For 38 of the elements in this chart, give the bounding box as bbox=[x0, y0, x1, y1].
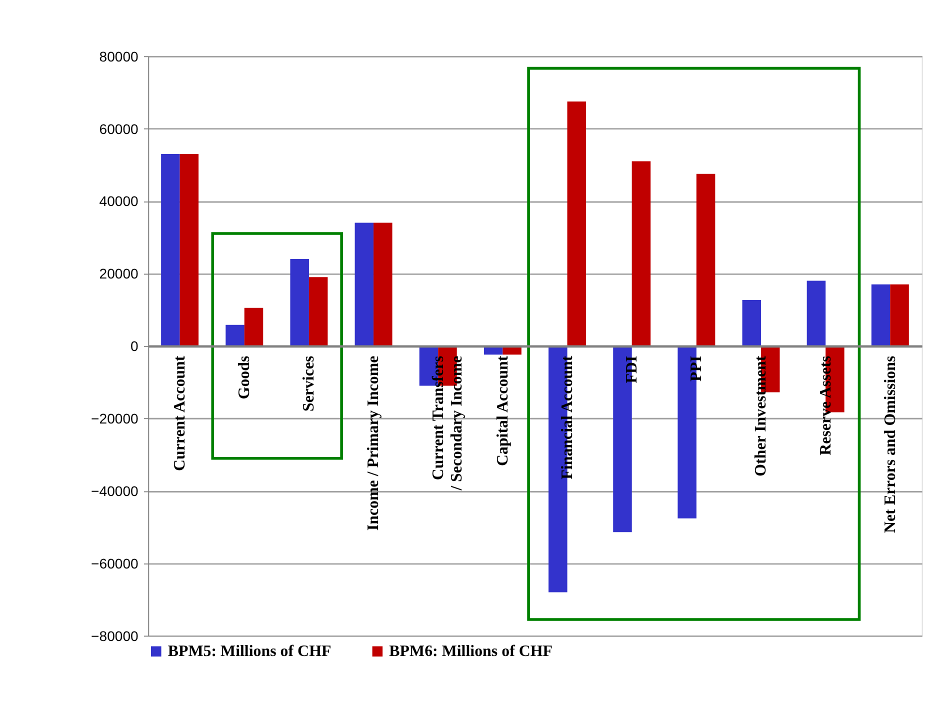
x-tick-label: Current Account bbox=[171, 355, 188, 472]
x-tick-label: FDI bbox=[624, 356, 641, 384]
bar bbox=[890, 284, 909, 346]
y-tick-label: −20000 bbox=[91, 410, 139, 427]
y-tick-label: 20000 bbox=[99, 266, 139, 282]
bar bbox=[161, 154, 180, 346]
bar bbox=[244, 308, 264, 346]
y-tick-label: 80000 bbox=[99, 48, 139, 64]
bar bbox=[806, 280, 826, 346]
bar bbox=[308, 277, 328, 346]
bar bbox=[632, 161, 651, 346]
y-tick-label: −80000 bbox=[91, 628, 139, 644]
legend-label: BPM5: Millions of CHF bbox=[168, 643, 332, 660]
bar bbox=[567, 101, 586, 346]
x-tick-label: Financial Account bbox=[558, 355, 576, 480]
y-tick-label: −60000 bbox=[91, 555, 139, 572]
bar bbox=[871, 284, 890, 346]
x-tick-label: Net Errors and Omissions bbox=[882, 356, 899, 534]
x-tick-label: Income / Primary Income bbox=[365, 356, 382, 531]
legend-label: BPM6: Millions of CHF bbox=[389, 643, 553, 660]
x-tick-label: Reserve Assets bbox=[817, 356, 834, 456]
x-tick-label: Other Investment bbox=[752, 355, 770, 476]
bar bbox=[226, 324, 244, 346]
y-tick-label: 0 bbox=[130, 338, 139, 354]
bar bbox=[742, 300, 762, 346]
x-tick-label: Current Transfers / Secondary Income bbox=[430, 356, 466, 492]
bar bbox=[696, 174, 716, 346]
y-tick-label: 40000 bbox=[99, 193, 139, 210]
y-tick-label: −40000 bbox=[91, 482, 139, 499]
x-tick-label: Services bbox=[300, 356, 318, 412]
bar bbox=[290, 259, 309, 346]
bar bbox=[354, 222, 374, 346]
bar bbox=[374, 222, 392, 346]
x-tick-label: Capital Account bbox=[494, 355, 512, 466]
x-tick-label: PPI bbox=[688, 356, 706, 382]
x-tick-label: Goods bbox=[236, 356, 254, 400]
bar bbox=[180, 154, 199, 346]
y-tick-label: 60000 bbox=[99, 120, 139, 137]
